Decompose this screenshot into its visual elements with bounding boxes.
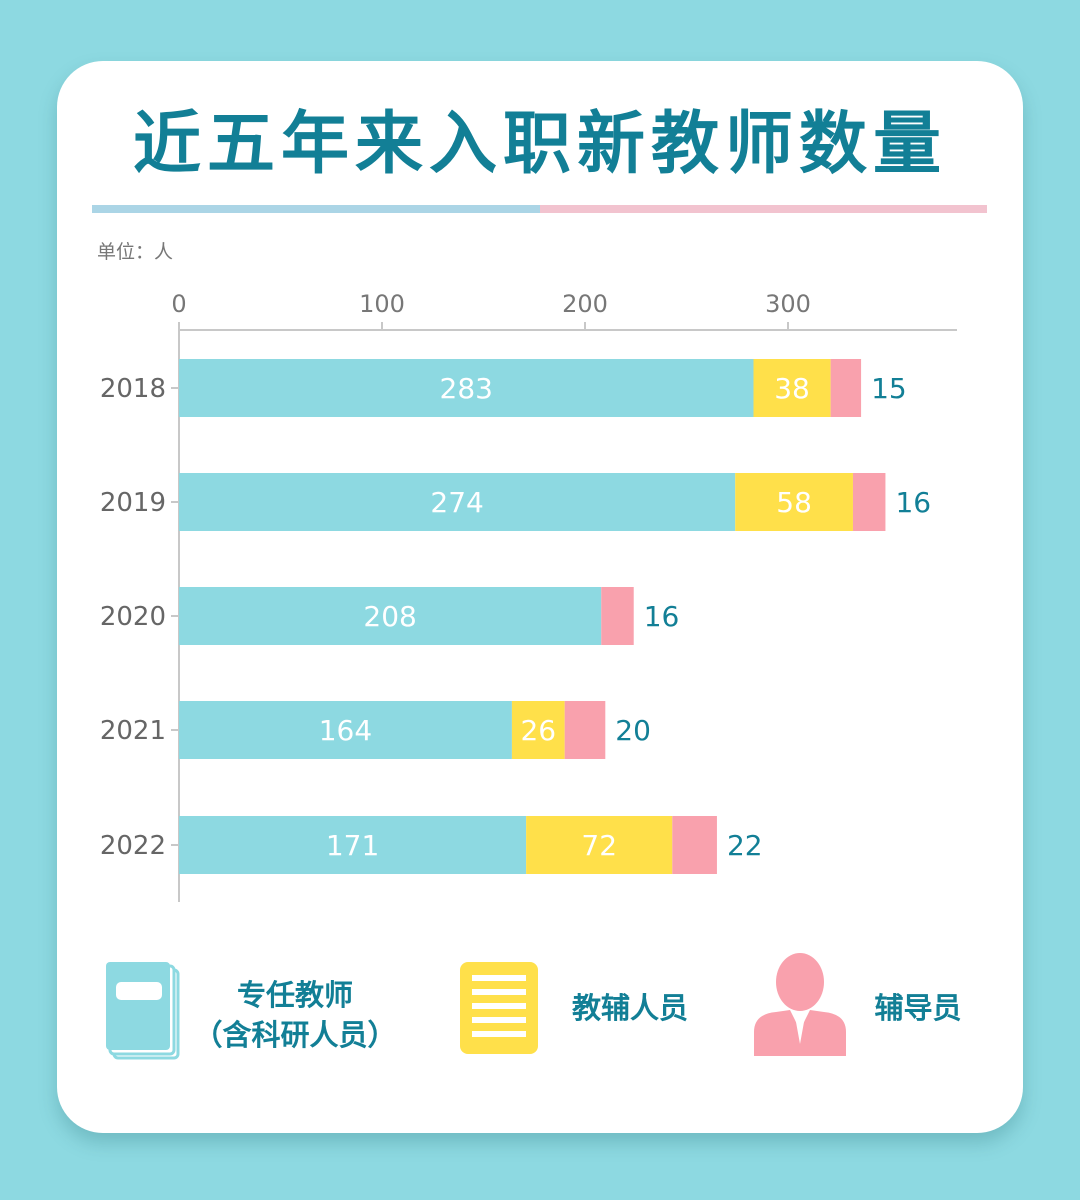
bar-segment <box>179 701 512 759</box>
data-label: 15 <box>871 372 907 405</box>
chart-title: 近五年来入职新教师数量 <box>132 105 947 184</box>
unit-label: 单位：人 <box>97 241 174 263</box>
bar-segment <box>753 359 831 417</box>
legend-full-time-line2: （含科研人员） <box>193 1018 397 1052</box>
data-label: 16 <box>644 600 680 633</box>
y-category-label: 2019 <box>100 488 166 518</box>
bar-segment <box>830 359 862 417</box>
x-tick-label: 200 <box>562 290 608 318</box>
data-label: 274 <box>430 486 483 519</box>
bar-segment <box>179 473 736 531</box>
data-label: 208 <box>363 600 416 633</box>
bar-segment <box>511 701 565 759</box>
person-icon <box>754 953 846 1056</box>
x-tick-label: 100 <box>359 290 405 318</box>
x-tick-label: 300 <box>765 290 811 318</box>
data-label: 16 <box>895 486 931 519</box>
bar-segment <box>672 816 717 874</box>
legend-counselor-label: 辅导员 <box>874 991 962 1025</box>
data-label: 58 <box>776 486 812 519</box>
document-icon <box>460 962 538 1054</box>
title-divider-pink <box>540 205 987 213</box>
x-tick-label: 0 <box>171 290 186 318</box>
book-icon <box>106 962 180 1060</box>
data-label: 38 <box>774 372 810 405</box>
data-label: 283 <box>440 372 493 405</box>
data-label: 171 <box>326 829 379 862</box>
bar-segment <box>179 816 527 874</box>
legend-full-time-line1: 专任教师 <box>236 978 353 1012</box>
bar-segment <box>735 473 853 531</box>
y-category-label: 2021 <box>100 716 166 746</box>
y-category-label: 2018 <box>100 374 166 404</box>
title-divider-blue <box>92 205 540 213</box>
y-category-label: 2022 <box>100 831 166 861</box>
data-label: 164 <box>319 714 372 747</box>
y-category-label: 2020 <box>100 602 166 632</box>
data-label: 26 <box>520 714 556 747</box>
bar-segment <box>852 473 886 531</box>
data-label: 20 <box>615 714 651 747</box>
data-label: 72 <box>581 829 617 862</box>
bar-segment <box>564 701 606 759</box>
data-label: 22 <box>727 829 763 862</box>
legend-full-time-label: 专任教师 （含科研人员） <box>180 975 410 1055</box>
bar-segment <box>601 587 634 645</box>
legend-assistant-label: 教辅人员 <box>571 991 688 1025</box>
bar-segment <box>179 359 754 417</box>
bar-segment <box>526 816 673 874</box>
bar-segment <box>179 587 602 645</box>
